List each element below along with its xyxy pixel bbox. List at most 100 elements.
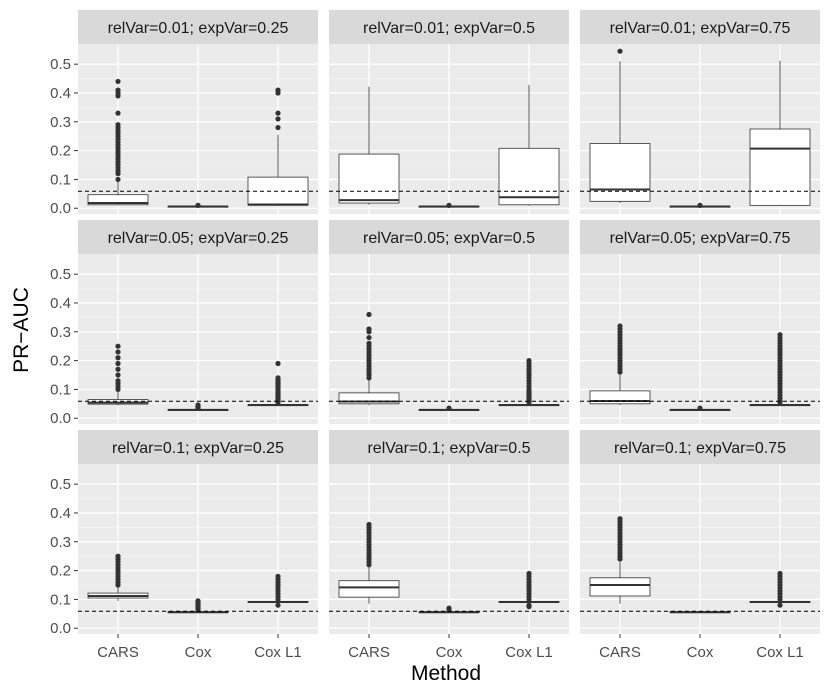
y-tick-label: 0.1 <box>50 381 71 398</box>
facet-strip-label: relVar=0.05; expVar=0.75 <box>610 230 791 247</box>
facet-panel: relVar=0.1; expVar=0.5 CARS Cox Cox L1 <box>329 430 569 661</box>
facet-strip-label: relVar=0.05; expVar=0.5 <box>363 230 535 247</box>
facet-strip-label: relVar=0.1; expVar=0.25 <box>112 440 284 457</box>
facet-strip <box>580 220 820 254</box>
outlier-point <box>617 516 623 522</box>
y-tick-label: 0.4 <box>50 295 71 312</box>
box <box>749 128 811 206</box>
facet-panel: relVar=0.1; expVar=0.25 0.0 0.1 0.2 0.3 0.4 0.… <box>50 430 318 661</box>
outlier-point <box>275 602 281 608</box>
outlier-point <box>275 360 281 367</box>
y-tick-label: 0.1 <box>50 171 71 188</box>
y-tick-label: 0.5 <box>50 476 71 493</box>
y-tick-label: 0.5 <box>50 266 71 283</box>
facet-strip-label: relVar=0.01; expVar=0.25 <box>108 20 289 37</box>
y-tick-label: 0.2 <box>50 563 71 580</box>
facet-strip <box>78 10 318 44</box>
outlier-point <box>115 553 121 559</box>
facet-strip-label: relVar=0.05; expVar=0.25 <box>108 230 289 247</box>
y-axis-title: PR−AUC <box>10 287 33 373</box>
outlier-point <box>526 570 532 577</box>
outlier-point <box>275 116 281 122</box>
box <box>589 143 651 202</box>
outlier-point <box>115 378 121 384</box>
x-tick-label: Cox <box>436 644 463 661</box>
outlier-point <box>115 78 121 85</box>
facet-strip <box>580 430 820 464</box>
facet-strip <box>580 10 820 44</box>
facet-panel: relVar=0.1; expVar=0.75 CARS Cox Cox L1 <box>580 430 820 661</box>
outlier-point <box>446 605 452 611</box>
x-tick-label: Cox <box>687 644 714 661</box>
y-tick-label: 0.0 <box>50 620 71 637</box>
outlier-point <box>275 375 281 381</box>
outlier-point <box>115 360 121 367</box>
outlier-point <box>617 323 623 329</box>
outlier-point <box>275 573 281 579</box>
box <box>338 153 400 204</box>
x-tick-label: CARS <box>348 644 390 661</box>
box <box>338 580 400 598</box>
y-tick-label: 0.4 <box>50 505 71 522</box>
facet-strip <box>78 430 318 464</box>
x-tick-label: CARS <box>599 644 641 661</box>
facet-strip <box>329 220 569 254</box>
facet-strip-label: relVar=0.1; expVar=0.5 <box>367 440 530 457</box>
facet-panel: relVar=0.05; expVar=0.5 <box>329 220 569 424</box>
y-tick-label: 0.0 <box>50 200 71 217</box>
outlier-point <box>617 48 623 54</box>
facet-strip <box>78 220 318 254</box>
y-tick-label: 0.0 <box>50 410 71 427</box>
box <box>87 194 149 206</box>
y-tick-label: 0.3 <box>50 324 71 341</box>
facet-panel: relVar=0.01; expVar=0.75 <box>580 10 820 214</box>
outlier-point <box>275 124 281 131</box>
y-tick-label: 0.1 <box>50 591 71 608</box>
outlier-point <box>366 340 372 346</box>
outlier-point <box>115 372 121 378</box>
y-tick-label: 0.5 <box>50 56 71 73</box>
box <box>338 392 400 405</box>
outlier-point <box>115 366 121 372</box>
x-axis-title: Method <box>411 662 481 685</box>
outlier-point <box>777 570 783 577</box>
outlier-point <box>526 602 532 608</box>
outlier-point <box>115 176 121 183</box>
outlier-point <box>195 598 201 604</box>
outlier-point <box>115 122 121 128</box>
x-tick-label: CARS <box>97 644 139 661</box>
outlier-point <box>115 110 121 116</box>
facet-strip <box>329 10 569 44</box>
outlier-point <box>526 358 532 364</box>
facet-strip-label: relVar=0.01; expVar=0.5 <box>363 20 535 37</box>
facet-panel: relVar=0.05; expVar=0.75 <box>580 220 820 424</box>
panels: relVar=0.01; expVar=0.25 0.0 0.1 0.2 0.3 0.4 0… <box>50 10 820 661</box>
outlier-point <box>366 521 372 528</box>
outlier-point <box>446 202 452 208</box>
box <box>589 577 651 597</box>
outlier-point <box>275 110 281 116</box>
y-tick-label: 0.4 <box>50 85 71 102</box>
facet-panel: relVar=0.01; expVar=0.5 <box>329 10 569 214</box>
box <box>498 147 560 206</box>
x-tick-label: Cox L1 <box>756 644 804 661</box>
outlier-point <box>115 343 121 349</box>
facet-strip <box>329 430 569 464</box>
outlier-point <box>366 334 372 341</box>
outlier-point <box>366 311 372 318</box>
outlier-point <box>195 202 201 208</box>
y-tick-label: 0.3 <box>50 534 71 551</box>
outlier-point <box>777 602 783 608</box>
y-tick-label: 0.2 <box>50 353 71 370</box>
outlier-point <box>446 405 452 411</box>
facet-strip-label: relVar=0.01; expVar=0.75 <box>610 20 791 37</box>
facet-strip-label: relVar=0.1; expVar=0.75 <box>614 440 786 457</box>
x-tick-label: Cox L1 <box>505 644 553 661</box>
x-tick-label: Cox <box>185 644 212 661</box>
facet-panel: relVar=0.01; expVar=0.25 0.0 0.1 0.2 0.3 0.4 0… <box>50 10 318 217</box>
facet-panel: relVar=0.05; expVar=0.25 0.0 0.1 0.2 0.3 0.4 0… <box>50 220 318 427</box>
outlier-point <box>195 402 201 408</box>
outlier-point <box>115 355 121 361</box>
outlier-point <box>366 326 372 332</box>
